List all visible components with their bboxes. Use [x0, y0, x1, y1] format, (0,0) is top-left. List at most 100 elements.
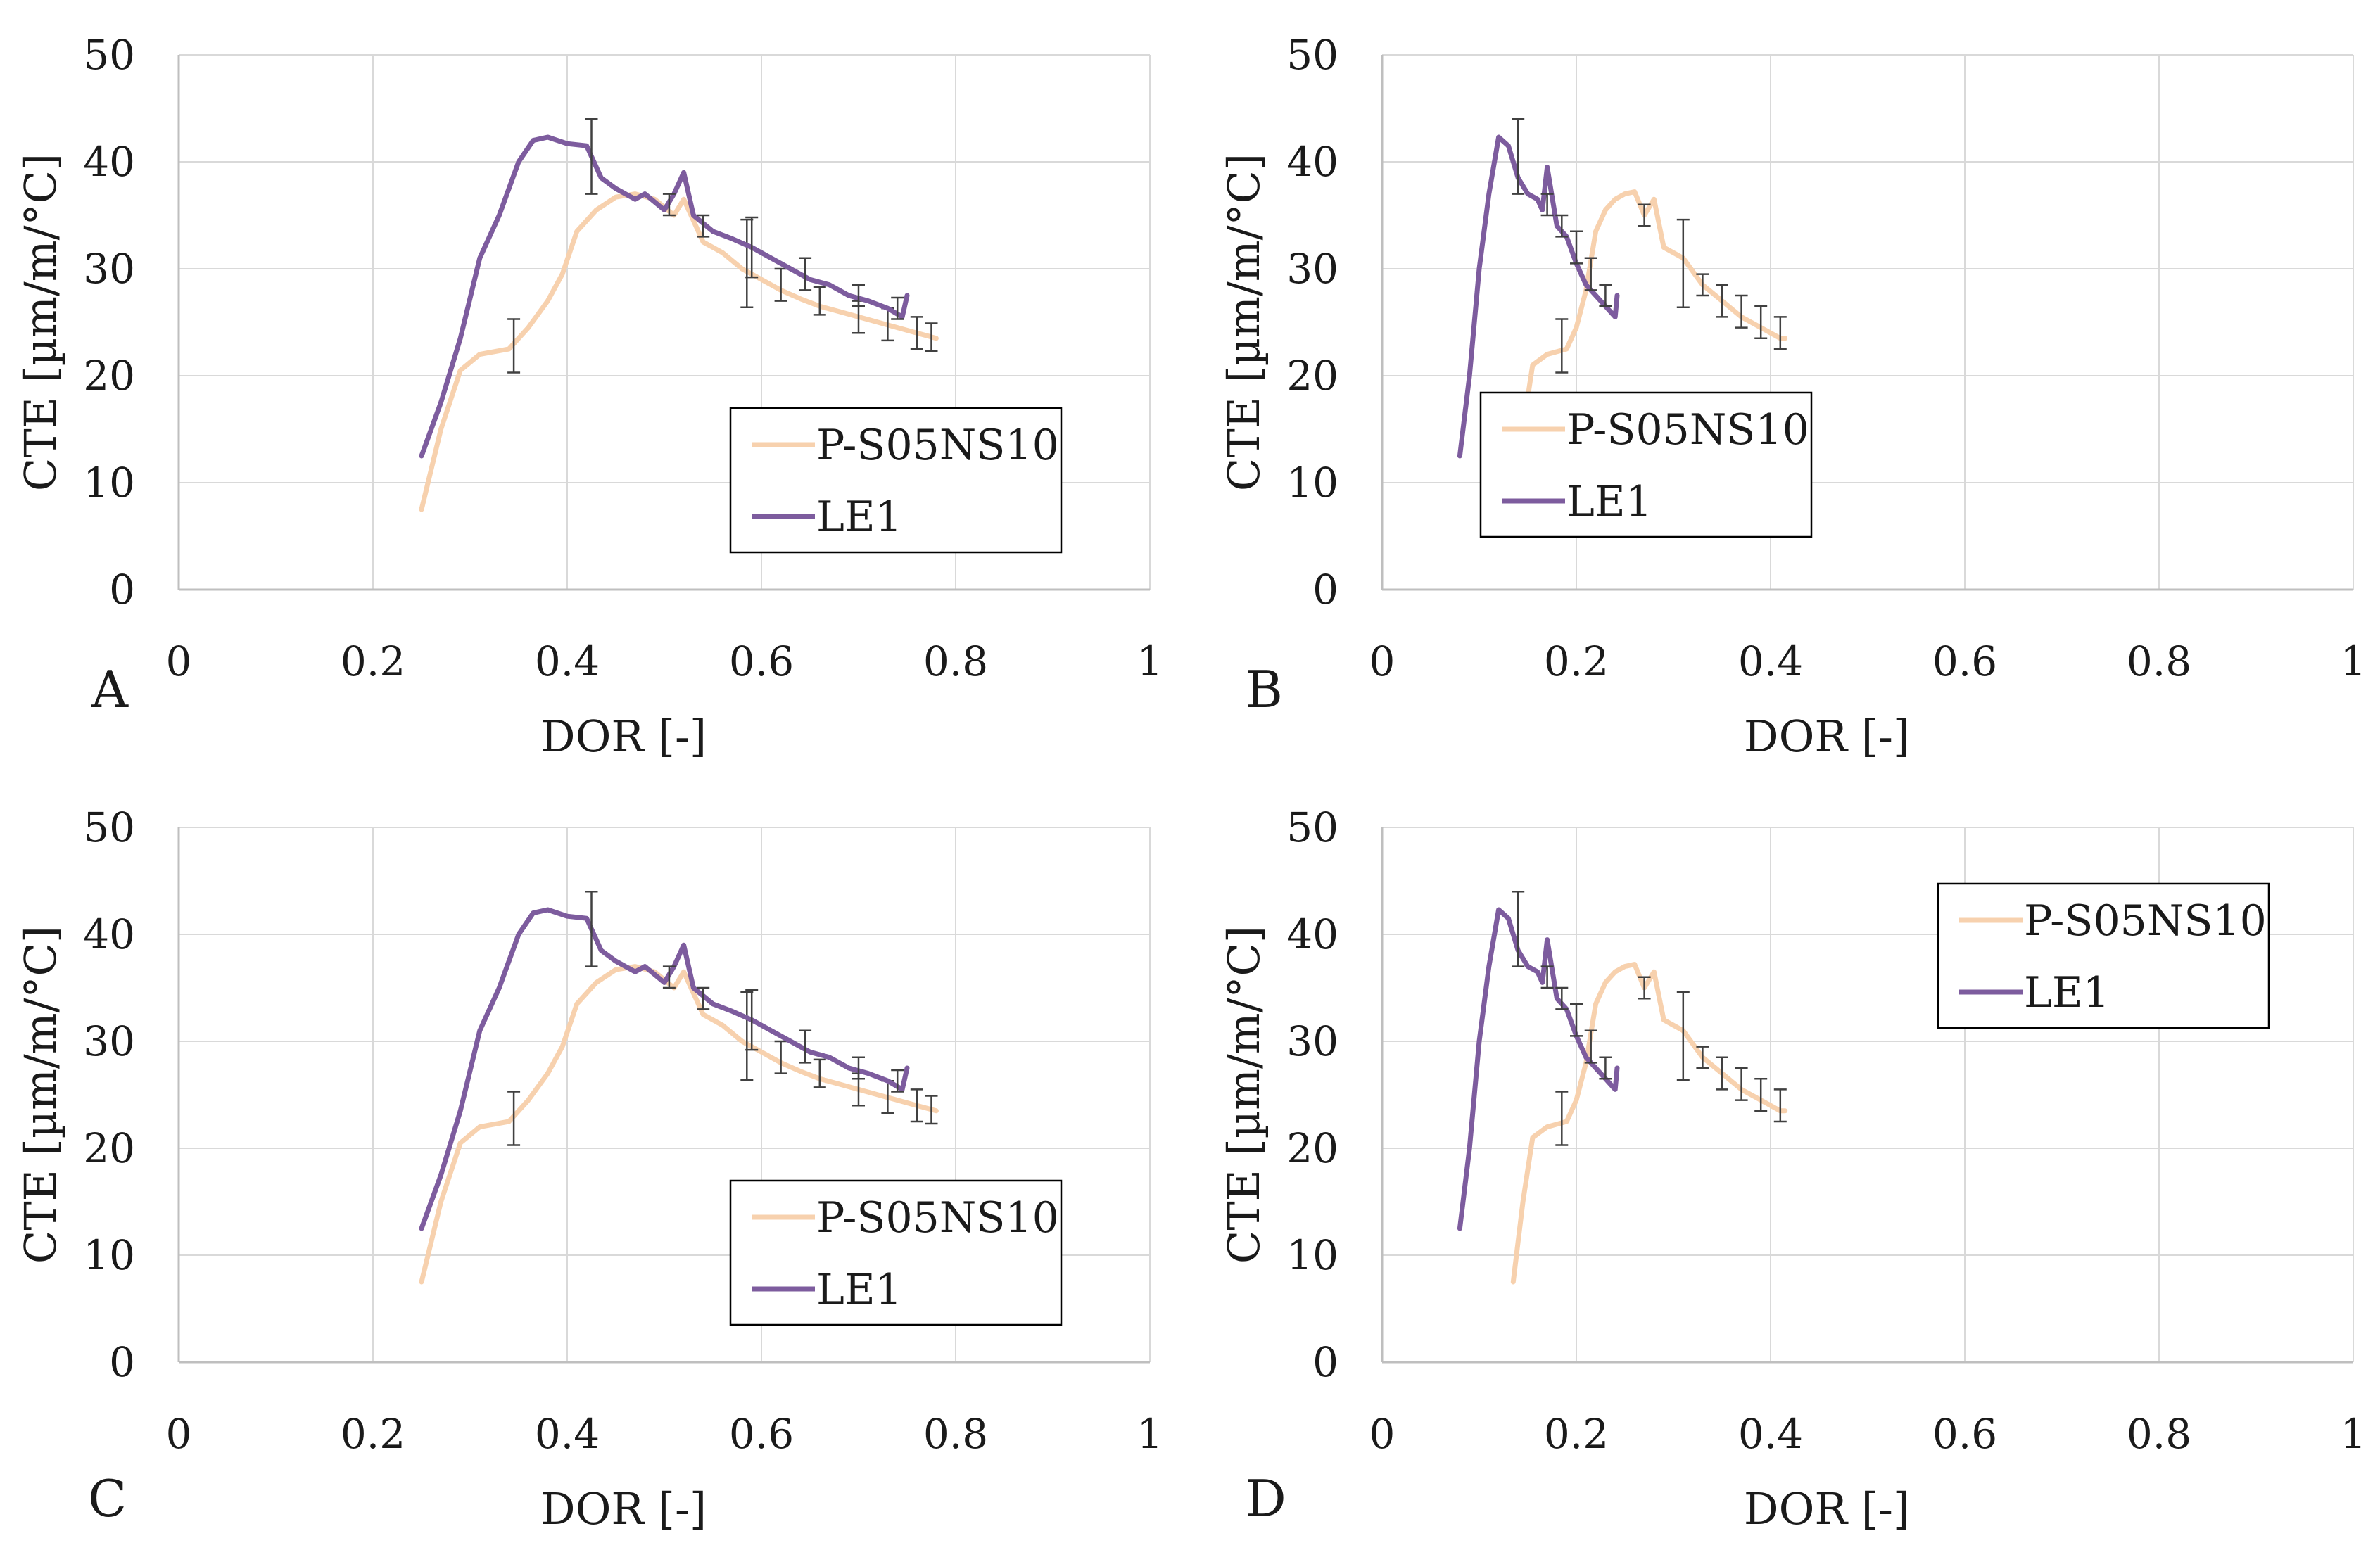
- x-tick-label: 1: [2341, 637, 2367, 685]
- x-tick-label: 0.6: [729, 1410, 794, 1458]
- error-bar: [697, 986, 710, 1010]
- y-tick-label: 20: [1286, 1124, 1338, 1172]
- error-bar: [1773, 1088, 1787, 1123]
- series-line-le1: [1457, 134, 1620, 459]
- x-axis-title: DOR [-]: [1744, 711, 1910, 762]
- x-tick-label: 0.4: [535, 1410, 600, 1458]
- y-tick-label: 50: [83, 31, 135, 79]
- y-tick-label: 50: [1286, 803, 1338, 851]
- x-tick-label: 0.6: [729, 637, 794, 685]
- error-bar: [507, 318, 521, 374]
- error-bar: [1599, 1056, 1612, 1080]
- error-bar: [507, 1091, 521, 1146]
- x-tick-label: 0.8: [2127, 1410, 2191, 1458]
- y-tick-label: 40: [83, 910, 135, 958]
- y-tick-label: 30: [83, 245, 135, 293]
- x-tick-label: 0.2: [341, 637, 405, 685]
- x-tick-label: 0.2: [341, 1410, 405, 1458]
- error-bar: [1773, 316, 1787, 350]
- error-bar: [1676, 218, 1690, 308]
- x-tick-label: 0.2: [1544, 637, 1609, 685]
- error-bar: [1754, 1077, 1768, 1112]
- x-tick-label: 1: [1137, 1410, 1163, 1458]
- x-axis-title: DOR [-]: [1744, 1483, 1910, 1535]
- y-tick-label: 20: [83, 1124, 135, 1172]
- x-tick-label: 1: [2341, 1410, 2367, 1458]
- y-tick-label: 0: [1312, 566, 1338, 614]
- error-bar: [1570, 230, 1583, 265]
- legend: P-S05NS10 LE1: [1479, 391, 1813, 538]
- error-bar: [813, 1058, 826, 1088]
- y-tick-label: 50: [1286, 31, 1338, 79]
- legend-box: [1479, 391, 1813, 538]
- x-tick-label: 0.8: [2127, 637, 2191, 685]
- error-bar: [925, 1095, 938, 1125]
- y-tick-label: 20: [83, 352, 135, 400]
- legend-label: P-S05NS10: [1566, 405, 1809, 455]
- y-tick-label: 40: [1286, 910, 1338, 958]
- error-bar: [1555, 986, 1569, 1010]
- error-bar: [1540, 965, 1554, 989]
- error-bar: [1540, 193, 1554, 217]
- series-line-p-s05ns10: [419, 191, 939, 512]
- panel-label: D: [1246, 1469, 1286, 1528]
- error-bar: [891, 296, 904, 320]
- legend-label: LE1: [2024, 968, 2110, 1017]
- error-bar: [585, 890, 598, 967]
- error-bar: [1555, 214, 1569, 238]
- y-tick-label: 0: [1312, 1338, 1338, 1386]
- error-bar: [774, 1040, 787, 1074]
- error-bar: [585, 117, 598, 195]
- legend-box: [729, 407, 1063, 554]
- error-bar: [1555, 318, 1569, 374]
- error-bar: [1716, 284, 1728, 318]
- legend-label: P-S05NS10: [2024, 896, 2267, 946]
- x-tick-label: 0.4: [1738, 1410, 1803, 1458]
- error-bar: [1716, 1056, 1728, 1091]
- series-line-p-s05ns10: [419, 964, 939, 1285]
- legend: P-S05NS10 LE1: [729, 1179, 1063, 1326]
- x-tick-label: 0.2: [1544, 1410, 1609, 1458]
- y-tick-label: 40: [1286, 138, 1338, 186]
- y-tick-label: 10: [83, 459, 135, 507]
- y-tick-label: 50: [83, 803, 135, 851]
- x-tick-label: 0: [166, 1410, 192, 1458]
- error-bar: [799, 257, 812, 291]
- error-bar: [910, 316, 923, 350]
- y-tick-label: 0: [109, 1338, 135, 1386]
- error-bar: [1754, 305, 1768, 340]
- y-axis-title: CTE [µm/m/°C]: [1218, 153, 1270, 491]
- error-bar: [1676, 991, 1690, 1081]
- error-bar: [891, 1069, 904, 1093]
- x-tick-label: 0: [166, 637, 192, 685]
- y-tick-label: 30: [1286, 1017, 1338, 1065]
- x-axis-title: DOR [-]: [540, 711, 707, 762]
- error-bar: [1555, 1091, 1569, 1146]
- x-axis-title: DOR [-]: [540, 1483, 707, 1535]
- legend: P-S05NS10 LE1: [729, 407, 1063, 554]
- error-bar: [697, 214, 710, 238]
- chart-panel-c: 0 10 20 30 40 50 0 0.2 0.4 0.6 0.8 1 DOR [-] CTE [µm/…: [15, 803, 1163, 1535]
- error-bar: [1696, 273, 1709, 297]
- x-tick-label: 0: [1369, 637, 1395, 685]
- y-tick-label: 10: [1286, 459, 1338, 507]
- legend-box: [729, 1179, 1063, 1326]
- error-bar: [1584, 1029, 1597, 1064]
- error-bar: [662, 193, 676, 217]
- series-line-p-s05ns10: [1510, 962, 1788, 1285]
- error-bar: [813, 286, 826, 316]
- legend-label: LE1: [1566, 477, 1652, 526]
- error-bar: [1584, 257, 1597, 291]
- panel-label: A: [91, 660, 129, 719]
- series-line-le1: [1457, 907, 1620, 1231]
- error-bar: [925, 322, 938, 352]
- legend: P-S05NS10 LE1: [1937, 882, 2270, 1029]
- error-bar: [1696, 1046, 1709, 1069]
- error-bar: [1735, 1067, 1748, 1101]
- y-tick-label: 10: [83, 1231, 135, 1279]
- x-tick-label: 0.6: [1932, 637, 1997, 685]
- x-tick-label: 1: [1137, 637, 1163, 685]
- y-tick-label: 20: [1286, 352, 1338, 400]
- error-bar: [1512, 117, 1525, 195]
